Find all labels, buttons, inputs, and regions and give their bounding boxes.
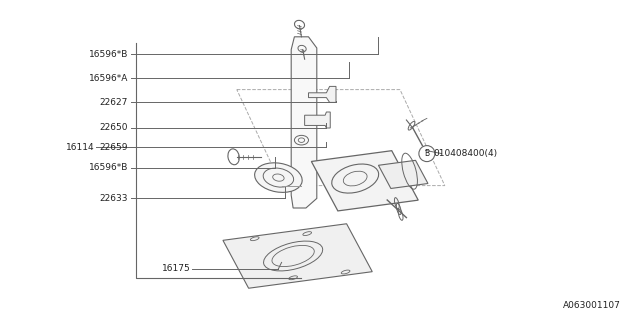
- Text: 22650: 22650: [99, 124, 128, 132]
- Text: 16596*B: 16596*B: [88, 50, 128, 59]
- Ellipse shape: [255, 163, 302, 192]
- Text: 16596*A: 16596*A: [88, 74, 128, 83]
- Polygon shape: [223, 224, 372, 288]
- Text: 16114: 16114: [66, 143, 95, 152]
- Text: 16175: 16175: [162, 264, 191, 273]
- Polygon shape: [312, 151, 418, 211]
- Circle shape: [419, 146, 435, 162]
- Polygon shape: [305, 112, 330, 128]
- Text: 22633: 22633: [99, 194, 128, 203]
- Polygon shape: [308, 86, 336, 102]
- Text: 22659: 22659: [99, 143, 128, 152]
- Polygon shape: [378, 160, 428, 188]
- Text: B: B: [424, 149, 429, 158]
- Text: 010408400(4): 010408400(4): [433, 149, 497, 158]
- Polygon shape: [291, 37, 317, 208]
- Text: 16596*B: 16596*B: [88, 164, 128, 172]
- Text: A063001107: A063001107: [563, 301, 621, 310]
- Text: 22627: 22627: [100, 98, 128, 107]
